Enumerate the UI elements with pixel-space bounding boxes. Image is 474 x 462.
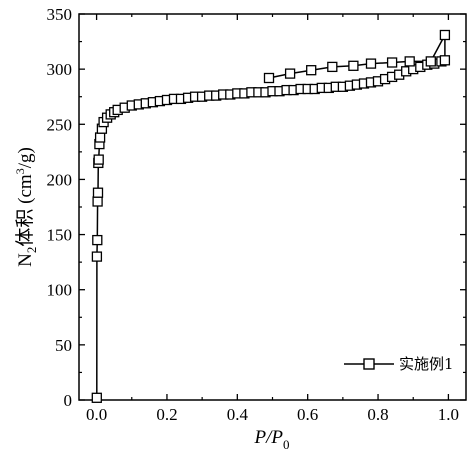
y-tick-label: 350 bbox=[47, 5, 73, 24]
y-axis-label-n-sub: 2 bbox=[24, 247, 39, 254]
series-layer bbox=[91, 29, 451, 403]
data-point bbox=[386, 57, 398, 68]
legend-label: 实施例1 bbox=[399, 355, 454, 373]
y-tick-label: 100 bbox=[47, 281, 73, 300]
data-point bbox=[92, 196, 103, 207]
y-axis-label-n: N bbox=[15, 253, 36, 267]
x-tick-label: 0.0 bbox=[86, 405, 107, 424]
data-point bbox=[92, 187, 104, 198]
data-point bbox=[425, 56, 436, 67]
data-point bbox=[404, 56, 415, 67]
y-tick-label: 50 bbox=[55, 336, 72, 355]
y-axis-label: N2体积 (cm3/g) bbox=[13, 147, 39, 267]
y-axis-label-mid: 体积 (cm bbox=[14, 174, 36, 247]
data-point bbox=[365, 58, 377, 69]
y-tick-label: 150 bbox=[47, 226, 73, 245]
y-axis-label-end: /g) bbox=[15, 147, 36, 168]
x-tick-label: 0.2 bbox=[156, 405, 177, 424]
x-tick-label: 0.6 bbox=[297, 405, 318, 424]
x-axis-label-main: P/P bbox=[254, 427, 284, 448]
x-tick-label: 0.4 bbox=[227, 405, 249, 424]
data-point bbox=[284, 68, 296, 79]
data-point bbox=[439, 29, 451, 41]
y-tick-label: 300 bbox=[47, 60, 73, 79]
x-tick-label: 0.8 bbox=[367, 405, 388, 424]
data-point bbox=[348, 60, 359, 71]
x-axis-label: P/P0 bbox=[254, 427, 290, 452]
y-tick-label: 0 bbox=[64, 391, 73, 410]
data-point bbox=[439, 55, 451, 66]
x-axis-label-sub: 0 bbox=[283, 437, 290, 452]
data-point bbox=[327, 61, 338, 73]
y-axis-label-sup: 3 bbox=[13, 168, 27, 174]
legend-marker bbox=[363, 358, 375, 370]
data-point bbox=[263, 72, 275, 84]
axis-ticks bbox=[79, 13, 466, 401]
data-point bbox=[94, 132, 106, 143]
data-point bbox=[91, 251, 103, 262]
data-point bbox=[93, 154, 104, 165]
x-tick-label: 1.0 bbox=[438, 405, 459, 424]
data-point bbox=[91, 392, 102, 403]
y-tick-label: 200 bbox=[47, 170, 73, 189]
data-point bbox=[306, 65, 317, 76]
axis-tick-labels: 0.0 0.2 0.4 0.6 0.8 1.0 0 50 100 150 200 250 300 350 bbox=[47, 5, 460, 424]
y-tick-label: 250 bbox=[47, 115, 73, 134]
data-point bbox=[92, 234, 103, 246]
legend: 实施例1 bbox=[344, 355, 454, 373]
